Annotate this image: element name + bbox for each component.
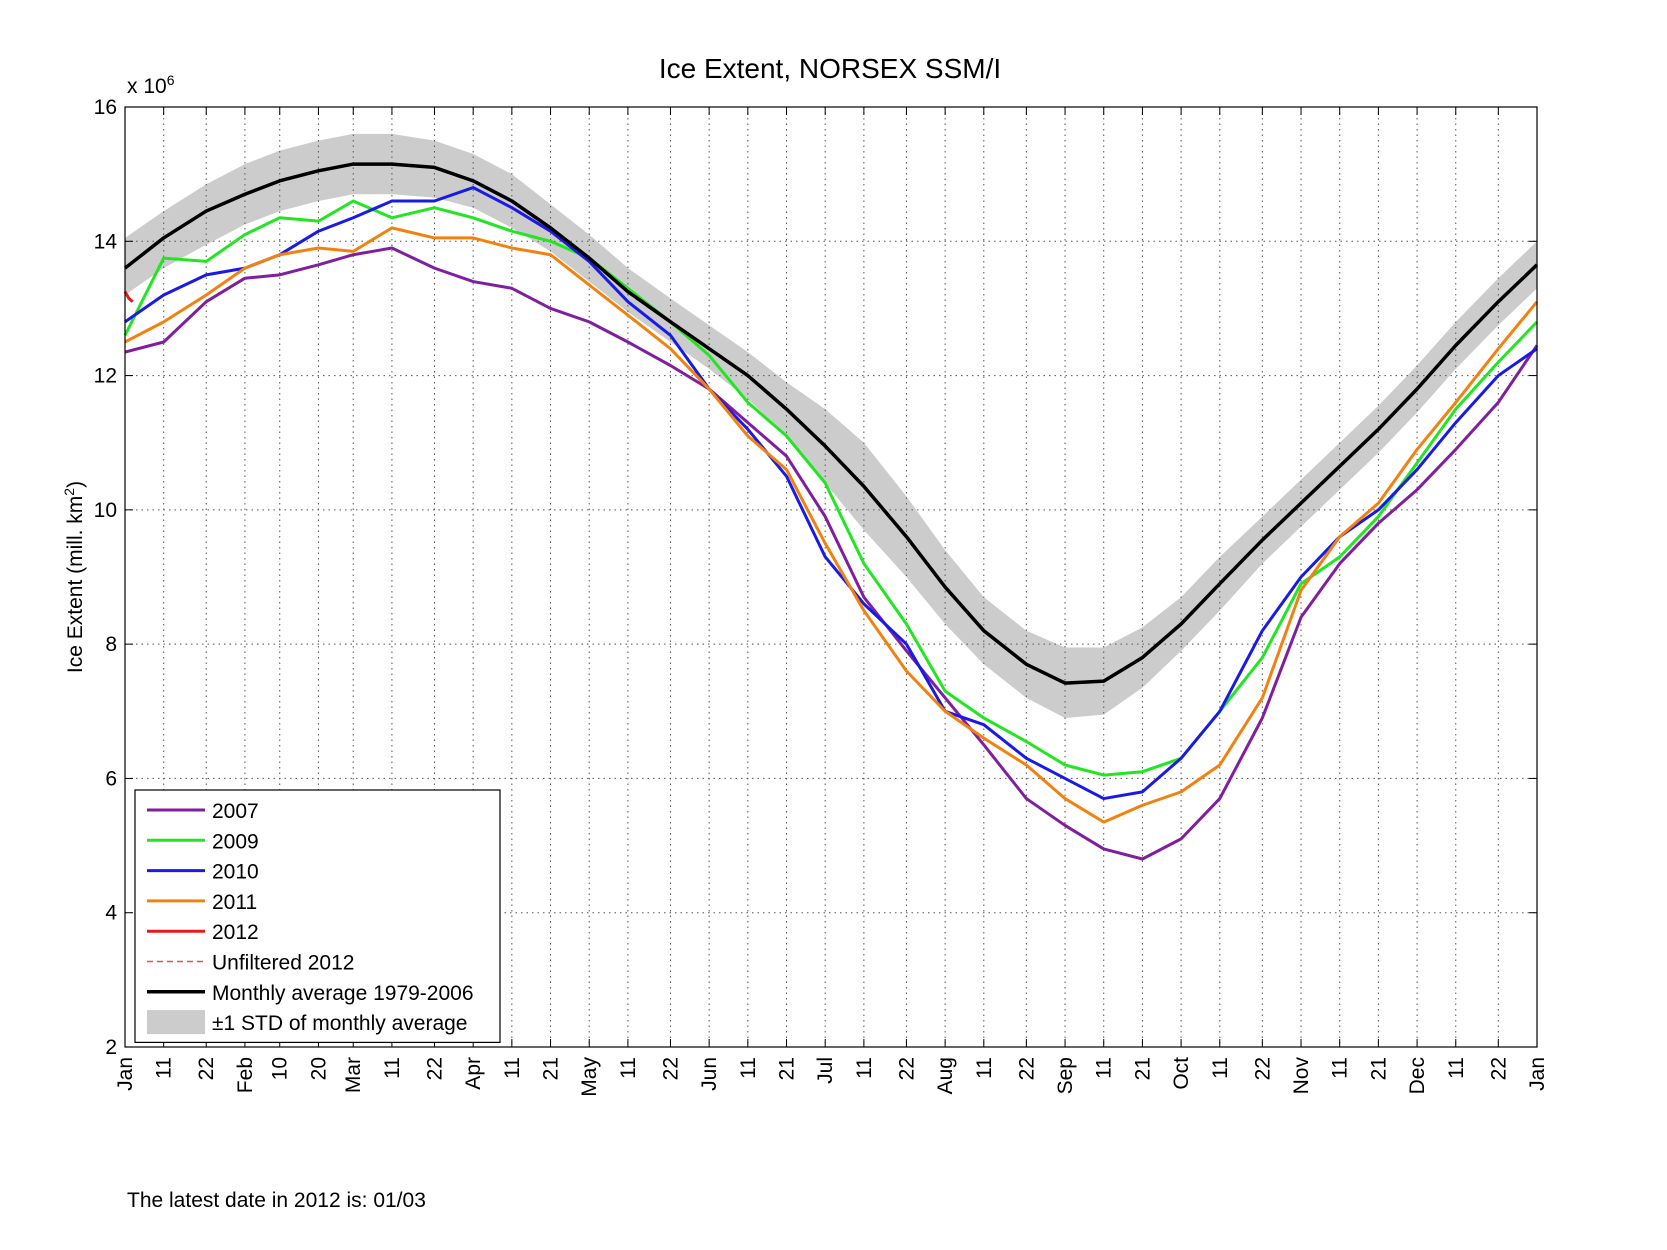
legend-label: 2009 (212, 830, 259, 853)
x-tick-label: 11 (617, 1057, 640, 1079)
y-label-sup: 2 (61, 488, 77, 496)
y-tick-label: 2 (105, 1036, 117, 1059)
x-tick-label: Jul (814, 1057, 837, 1084)
x-tick-label: 22 (895, 1057, 918, 1080)
legend-label: ±1 STD of monthly average (212, 1012, 467, 1035)
series-line (123, 290, 134, 303)
series-line (124, 226, 1539, 824)
x-tick-label: 22 (659, 1057, 682, 1080)
x-tick-label: 10 (269, 1057, 292, 1080)
x-tick-label: 22 (1487, 1057, 1510, 1080)
x-tick-label: 22 (1251, 1057, 1274, 1080)
x-tick-label: 21 (540, 1057, 563, 1080)
x-tick-label: Mar (342, 1057, 365, 1093)
plot-frame (124, 106, 1538, 1048)
legend-label: 2007 (212, 800, 259, 823)
x-tick-label: Dec (1406, 1057, 1429, 1094)
x-tick-label: 11 (501, 1057, 524, 1079)
y-multiplier-exp: 6 (167, 72, 175, 88)
series-line (123, 162, 1539, 685)
series-line (123, 199, 1539, 777)
x-tick-label: Jan (114, 1057, 137, 1091)
y-multiplier: x 106 (127, 72, 175, 98)
chart-title: Ice Extent, NORSEX SSM/I (659, 53, 1001, 84)
x-tick-label: 11 (1445, 1057, 1468, 1079)
series-line (124, 246, 1539, 861)
x-tick-label: 11 (853, 1057, 876, 1079)
y-tick-label: 6 (105, 767, 117, 790)
x-tick-label: Oct (1170, 1057, 1193, 1090)
footnote: The latest date in 2012 is: 01/03 (127, 1189, 426, 1212)
legend-label: 2011 (212, 891, 257, 914)
x-tick-label: 22 (195, 1057, 218, 1080)
x-tick-label: 11 (737, 1057, 760, 1079)
x-tick-label: 21 (1131, 1057, 1154, 1080)
x-tick-label: 11 (153, 1057, 176, 1079)
x-tick-label: Nov (1290, 1057, 1313, 1095)
legend-label: 2010 (212, 861, 259, 884)
x-tick-label: Jun (698, 1057, 721, 1091)
x-tick-label: 11 (1093, 1057, 1116, 1079)
y-tick-label: 4 (105, 902, 117, 925)
x-tick-label: Feb (234, 1057, 257, 1093)
x-tick-label: 21 (776, 1057, 799, 1080)
legend-label: 2012 (212, 921, 259, 944)
x-tick-label: 11 (973, 1057, 996, 1079)
y-tick-label: 16 (94, 96, 117, 119)
y-multiplier-base: x 10 (127, 75, 167, 98)
y-tick-label: 14 (94, 230, 118, 253)
std-band (125, 133, 1537, 718)
legend-label: Monthly average 1979-2006 (212, 982, 474, 1005)
x-tick-label: Jan (1526, 1057, 1549, 1091)
x-tick-label: 20 (307, 1057, 330, 1080)
y-tick-label: 8 (105, 633, 117, 656)
x-tick-label: 11 (381, 1057, 404, 1079)
x-tick-label: 22 (1015, 1057, 1038, 1080)
legend-label: Unfiltered 2012 (212, 952, 354, 975)
x-tick-label: Aug (934, 1057, 957, 1094)
x-tick-label: May (578, 1057, 601, 1097)
legend-swatch (147, 1010, 205, 1035)
y-label-end: ) (64, 481, 87, 488)
x-tick-label: 11 (1329, 1057, 1352, 1079)
legend-box (134, 789, 501, 1043)
y-tick-label: 12 (94, 365, 117, 388)
y-axis-label: Ice Extent (mill. km2) (61, 481, 87, 673)
y-tick-label: 10 (94, 499, 117, 522)
x-tick-label: Sep (1054, 1057, 1077, 1094)
x-tick-label: Apr (462, 1057, 485, 1090)
x-tick-label: 21 (1367, 1057, 1390, 1080)
x-tick-label: 22 (423, 1057, 446, 1080)
y-label-text: Ice Extent (mill. km (64, 496, 87, 673)
series-line (124, 186, 1538, 801)
x-tick-label: 11 (1209, 1057, 1232, 1079)
